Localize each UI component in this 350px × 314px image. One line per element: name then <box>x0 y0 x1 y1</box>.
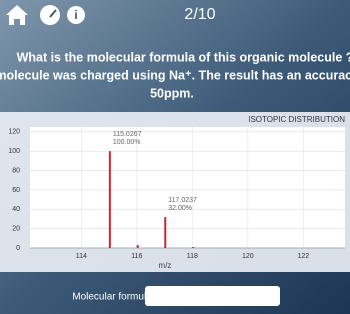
question-line: What is the molecular formula of this or… <box>17 50 350 64</box>
info-glyph: i <box>74 8 77 22</box>
answer-input[interactable] <box>145 286 280 306</box>
y-tick-label: 80 <box>12 167 20 174</box>
y-tick-label: 0 <box>16 245 20 252</box>
progress: 2/10 <box>184 6 215 23</box>
peak-mz-label: 115.0267 <box>113 131 142 138</box>
gauge-icon[interactable] <box>40 5 60 25</box>
x-tick-label: 114 <box>76 253 87 260</box>
peak <box>192 247 195 248</box>
home-shape <box>6 5 28 25</box>
peak-mz-label: 117.0237 <box>168 197 197 204</box>
info-icon[interactable]: i <box>67 6 85 24</box>
peak-value-label: 100.00% <box>113 139 141 146</box>
chart-title: ISOTOPIC DISTRIBUTION <box>248 115 345 124</box>
y-tick-label: 40 <box>12 206 20 213</box>
peak <box>164 217 167 248</box>
y-tick-label: 20 <box>12 225 20 232</box>
x-axis-label: m/z <box>159 261 172 270</box>
x-tick-label: 122 <box>298 253 310 260</box>
y-tick-label: 100 <box>8 148 20 155</box>
plot-area <box>30 127 345 248</box>
answer-label: Molecular formula <box>72 292 152 303</box>
x-tick-label: 118 <box>187 253 198 260</box>
x-tick-label: 116 <box>131 253 142 260</box>
info-shape <box>67 6 85 24</box>
y-tick-label: 120 <box>8 129 20 136</box>
y-tick-label: 60 <box>12 187 20 194</box>
peak <box>108 151 111 248</box>
x-tick-label: 120 <box>242 253 254 260</box>
gauge-shape <box>40 5 60 25</box>
peak <box>136 245 139 248</box>
peak-value-label: 32.00% <box>168 205 192 212</box>
question-line: 50ppm. <box>150 86 194 100</box>
question-line: The molecule was charged using Na⁺. The … <box>0 68 350 82</box>
home-icon[interactable] <box>6 5 28 25</box>
gauge-needle <box>49 9 57 18</box>
